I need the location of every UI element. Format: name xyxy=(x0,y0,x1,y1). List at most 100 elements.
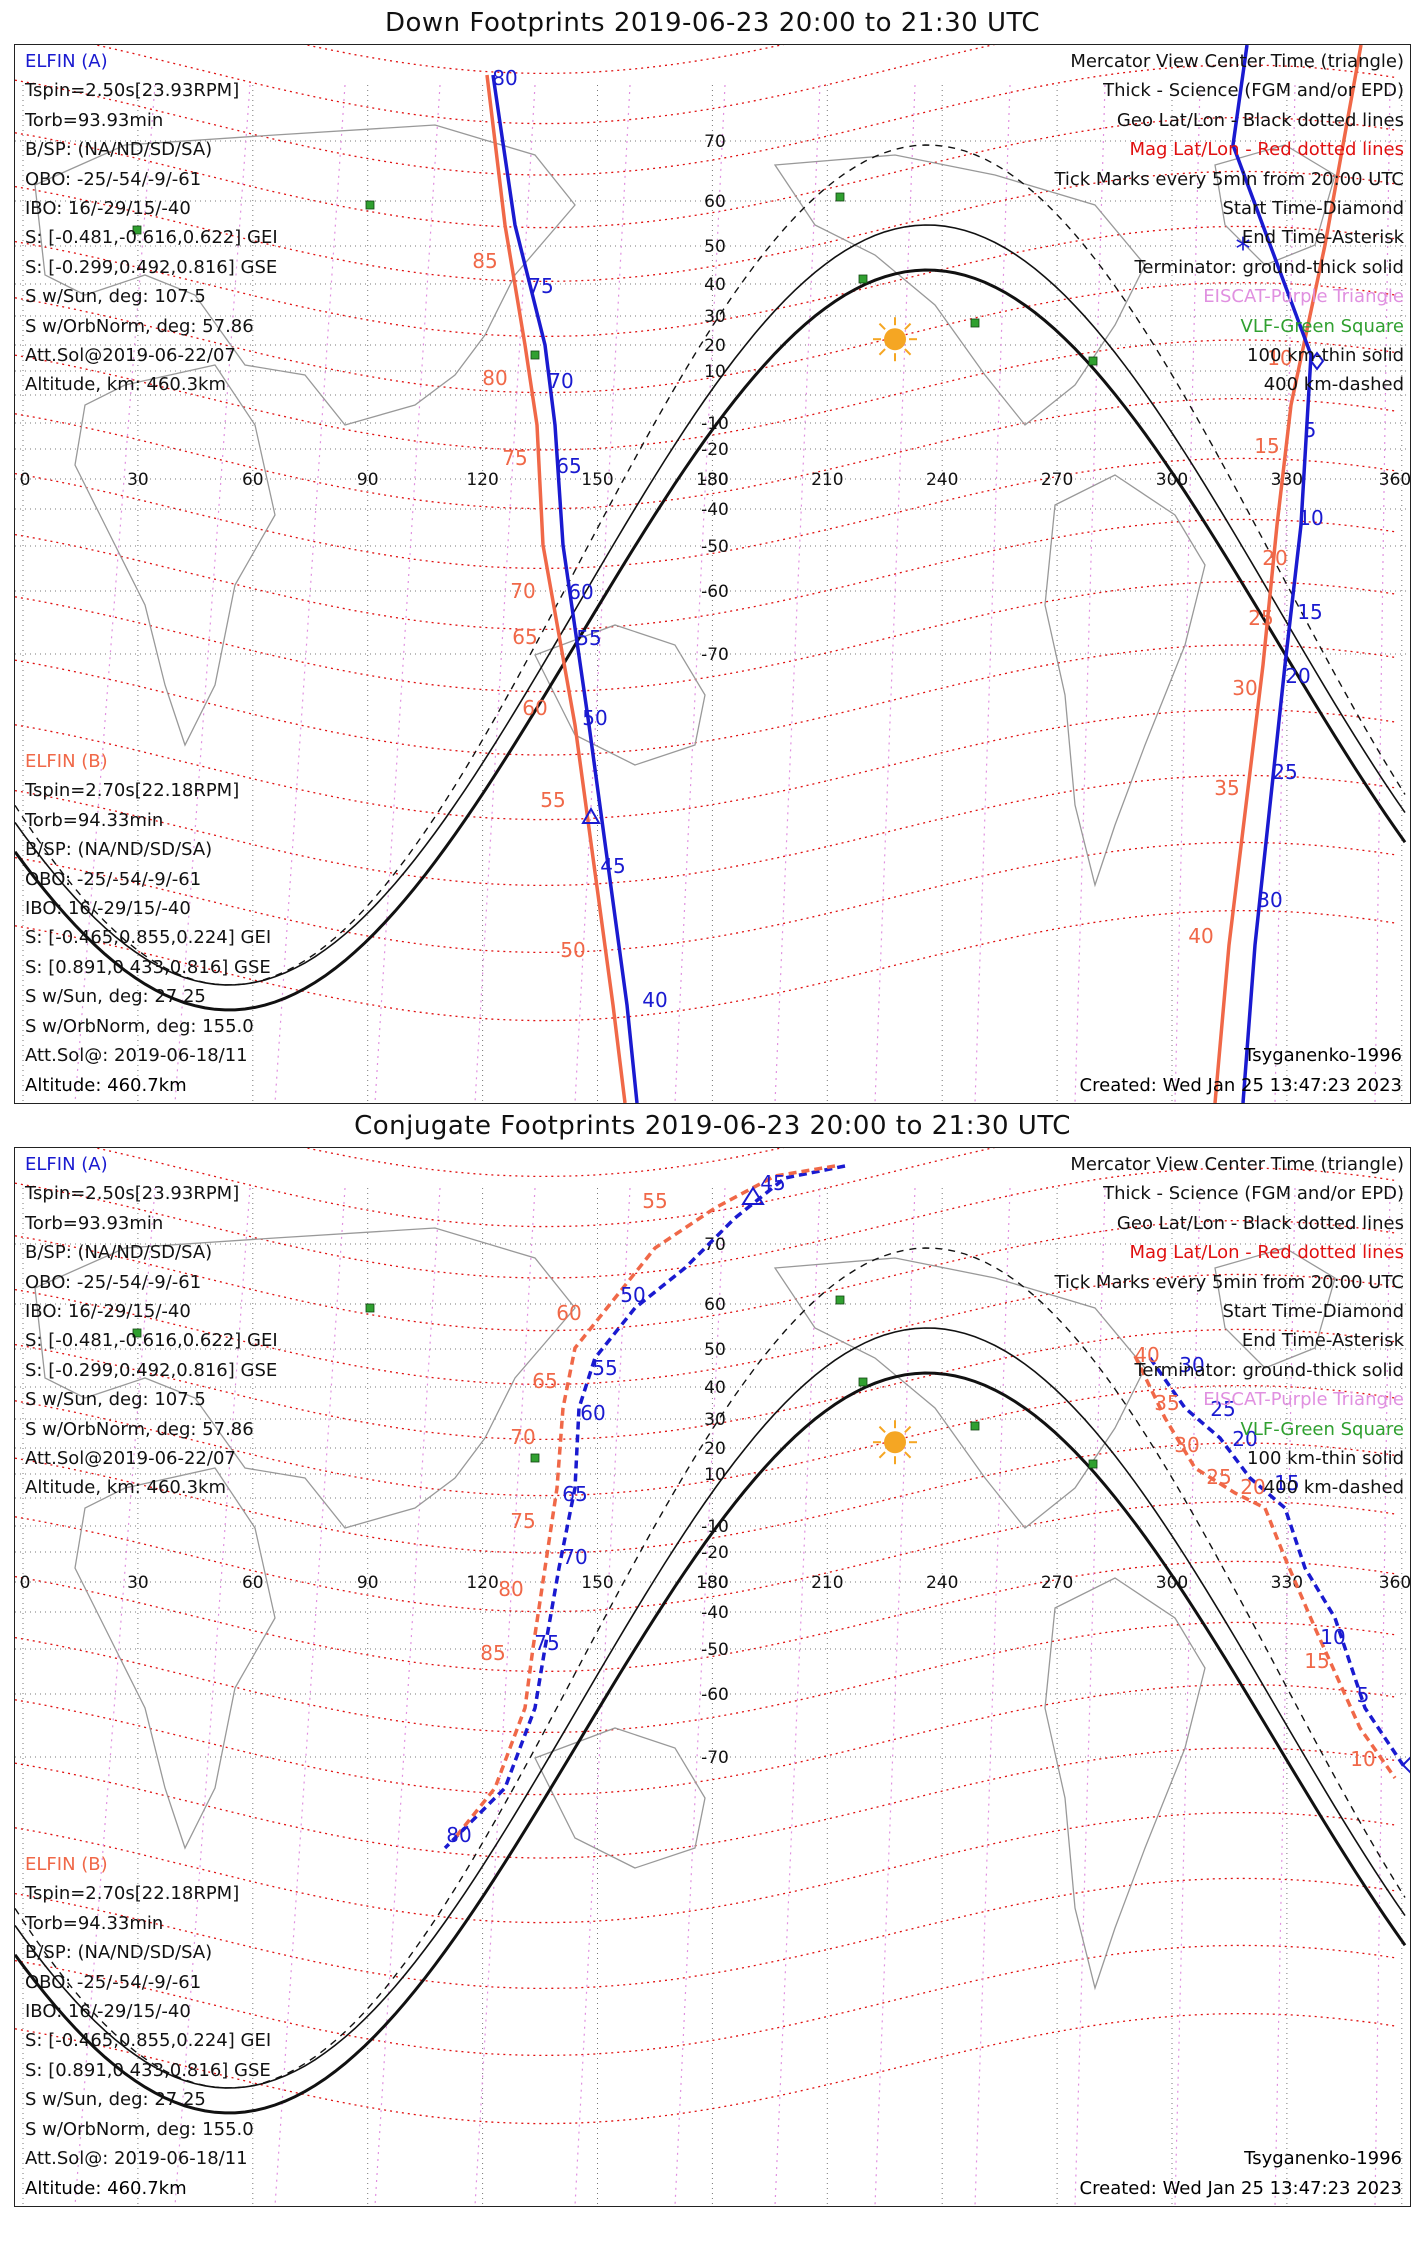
continent-outline xyxy=(1044,474,1206,888)
map-canvas: 70 60 50 40 30 20 10 -10 -20 -30 -40 -50 -60 -70 0 30 60… xyxy=(15,45,1411,1103)
elfin-a-tick-label: 75 xyxy=(528,274,553,298)
map-canvas: 70 60 50 40 30 20 10 -10 -20 -30 -40 -50 -60 -70 0 30 60… xyxy=(15,1148,1410,2206)
legend-line: Thick - Science (FGM and/or EPD) xyxy=(1103,1183,1404,1205)
info-line: Tspin=2.50s[23.93RPM] xyxy=(25,80,240,102)
lat-label: 50 xyxy=(704,1340,726,1360)
lon-label: 30 xyxy=(127,1573,149,1593)
elfin-a-tick-label: 80 xyxy=(492,66,517,90)
info-line: B/SP: (NA/ND/SD/SA) xyxy=(25,1242,213,1264)
elfin-b-track xyxy=(1213,45,1363,1103)
mag-parallel xyxy=(15,1167,1396,1279)
elfin-b-tick-label: 10 xyxy=(1350,1747,1375,1771)
lon-label: 270 xyxy=(1041,470,1073,490)
mag-parallel xyxy=(15,580,1396,693)
continent-outline xyxy=(534,624,706,766)
elfin-b-track xyxy=(485,74,627,1103)
map-panel-conjugate: 70 60 50 40 30 20 10 -10 -20 -30 -40 -50 -60 -70 0 30 60… xyxy=(14,1147,1411,2207)
elfin-b-track xyxy=(453,1164,836,1840)
elfin-b-info: ELFIN (B) Tspin=2.70s[22.18RPM] Torb=94.… xyxy=(25,747,271,1070)
elfin-a-tick-label: 40 xyxy=(642,988,667,1012)
mag-parallel xyxy=(15,1328,1396,1441)
info-line: Tspin=2.70s[22.18RPM] xyxy=(25,1883,240,1905)
elfin-a-tick-label: 30 xyxy=(1257,888,1282,912)
mag-meridian xyxy=(1374,84,1391,1103)
lat-label: 30 xyxy=(704,1410,726,1430)
legend-line: End Time-Asterisk xyxy=(1241,227,1404,249)
lon-label: 330 xyxy=(1271,470,1303,490)
mag-parallel xyxy=(15,1683,1396,1796)
mag-meridian xyxy=(274,1187,346,2206)
view-center-triangle-icon xyxy=(741,1186,765,1205)
elfin-a-track xyxy=(491,74,639,1103)
info-line: Att.Sol@2019-06-22/07 xyxy=(25,345,236,367)
lat-label: -70 xyxy=(701,1748,729,1768)
lat-label: -20 xyxy=(701,1543,729,1563)
info-line: OBO: -25/-54/-9/-61 xyxy=(25,1971,202,1993)
vlf-station-icon xyxy=(365,200,375,210)
info-line: S w/Sun, deg: 107.5 xyxy=(25,1389,206,1411)
lat-label: 70 xyxy=(704,132,726,152)
lon-label: 60 xyxy=(242,470,264,490)
info-line: S: [0.891,0.433,0.816] GSE xyxy=(25,2059,271,2081)
elfin-b-tick-label: 70 xyxy=(510,1425,535,1449)
lon-label: 90 xyxy=(357,470,379,490)
lon-label: 120 xyxy=(466,470,498,490)
legend-line: 400 km-dashed xyxy=(1263,1477,1404,1499)
sun-ray xyxy=(904,1451,912,1459)
legend-line: Terminator: ground-thick solid xyxy=(1134,1359,1404,1381)
mag-meridian xyxy=(974,1187,1011,2206)
mag-parallel xyxy=(15,339,1396,451)
info-line: S w/Sun, deg: 27.25 xyxy=(25,986,206,1008)
mag-meridian xyxy=(374,1187,441,2206)
info-line: S: [-0.299,0.492,0.816] GSE xyxy=(25,1359,278,1381)
info-line: B/SP: (NA/ND/SD/SA) xyxy=(25,1942,213,1964)
lat-label: -70 xyxy=(701,645,729,665)
elfin-a-track xyxy=(443,1164,846,1850)
lat-label: -30 xyxy=(701,470,729,490)
lon-label: 60 xyxy=(242,1573,264,1593)
legend-line: 100 km-thin solid xyxy=(1247,345,1404,367)
terminator-100km xyxy=(15,224,1406,986)
elfin-a-tick-label: 70 xyxy=(562,1545,587,1569)
elfin-b-tick-label: 60 xyxy=(522,696,547,720)
model-label: Tsyganenko-1996 xyxy=(1244,2148,1402,2169)
terminator-ground xyxy=(15,268,1407,1012)
elfin-a-tick-label: 15 xyxy=(1274,1471,1299,1495)
elfin-b-tick-label: 10 xyxy=(1267,346,1292,370)
info-line: B/SP: (NA/ND/SD/SA) xyxy=(25,139,213,161)
terminator-400km xyxy=(15,144,1406,986)
lon-label: 150 xyxy=(581,1573,613,1593)
mag-meridian xyxy=(1074,1187,1106,2206)
elfin-a-tick-label: 70 xyxy=(548,369,573,393)
lat-label: -10 xyxy=(701,1517,729,1537)
lon-label: 120 xyxy=(466,1573,498,1593)
info-line: S: [-0.299,0.492,0.816] GSE xyxy=(25,256,278,278)
elfin-b-tick-label: 25 xyxy=(1248,606,1273,630)
elfin-b-tick-label: 75 xyxy=(502,446,527,470)
info-line: Att.Sol@2019-06-22/07 xyxy=(25,1448,236,1470)
info-line: IBO: 16/-29/15/-40 xyxy=(25,898,191,920)
legend-line: End Time-Asterisk xyxy=(1241,1330,1404,1352)
elfin-b-altitude: Altitude: 460.7km xyxy=(25,2178,187,2199)
mag-parallel xyxy=(15,1442,1396,1554)
elfin-a-info: ELFIN (A) Tspin=2.50s[23.93RPM] Torb=93.… xyxy=(25,1150,278,1503)
elfin-b-tick-label: 35 xyxy=(1154,1391,1179,1415)
elfin-b-tick-label: 85 xyxy=(472,249,497,273)
elfin-b-altitude: Altitude: 460.7km xyxy=(25,1075,187,1096)
mag-parallel xyxy=(15,116,1396,229)
info-line: S: [-0.481,-0.616,0.622] GEI xyxy=(25,1330,278,1352)
lon-label: 270 xyxy=(1041,1573,1073,1593)
legend-line: EISCAT-Purple Triangle xyxy=(1203,1389,1404,1411)
lat-label: 40 xyxy=(704,1378,726,1398)
mag-meridian xyxy=(874,1187,916,2206)
lon-label: 180 xyxy=(696,1573,728,1593)
mag-parallel xyxy=(15,281,1396,394)
lon-label: 360 xyxy=(1379,470,1411,490)
mag-meridian xyxy=(374,84,441,1103)
elfin-b-tick-label: 15 xyxy=(1254,434,1279,458)
elfin-b-tick-label: 70 xyxy=(510,579,535,603)
lat-label: 20 xyxy=(704,336,726,356)
elfin-a-header: ELFIN (A) xyxy=(25,1154,108,1175)
mag-parallel xyxy=(15,1747,1396,1859)
elfin-b-tick-label: 15 xyxy=(1304,1649,1329,1673)
